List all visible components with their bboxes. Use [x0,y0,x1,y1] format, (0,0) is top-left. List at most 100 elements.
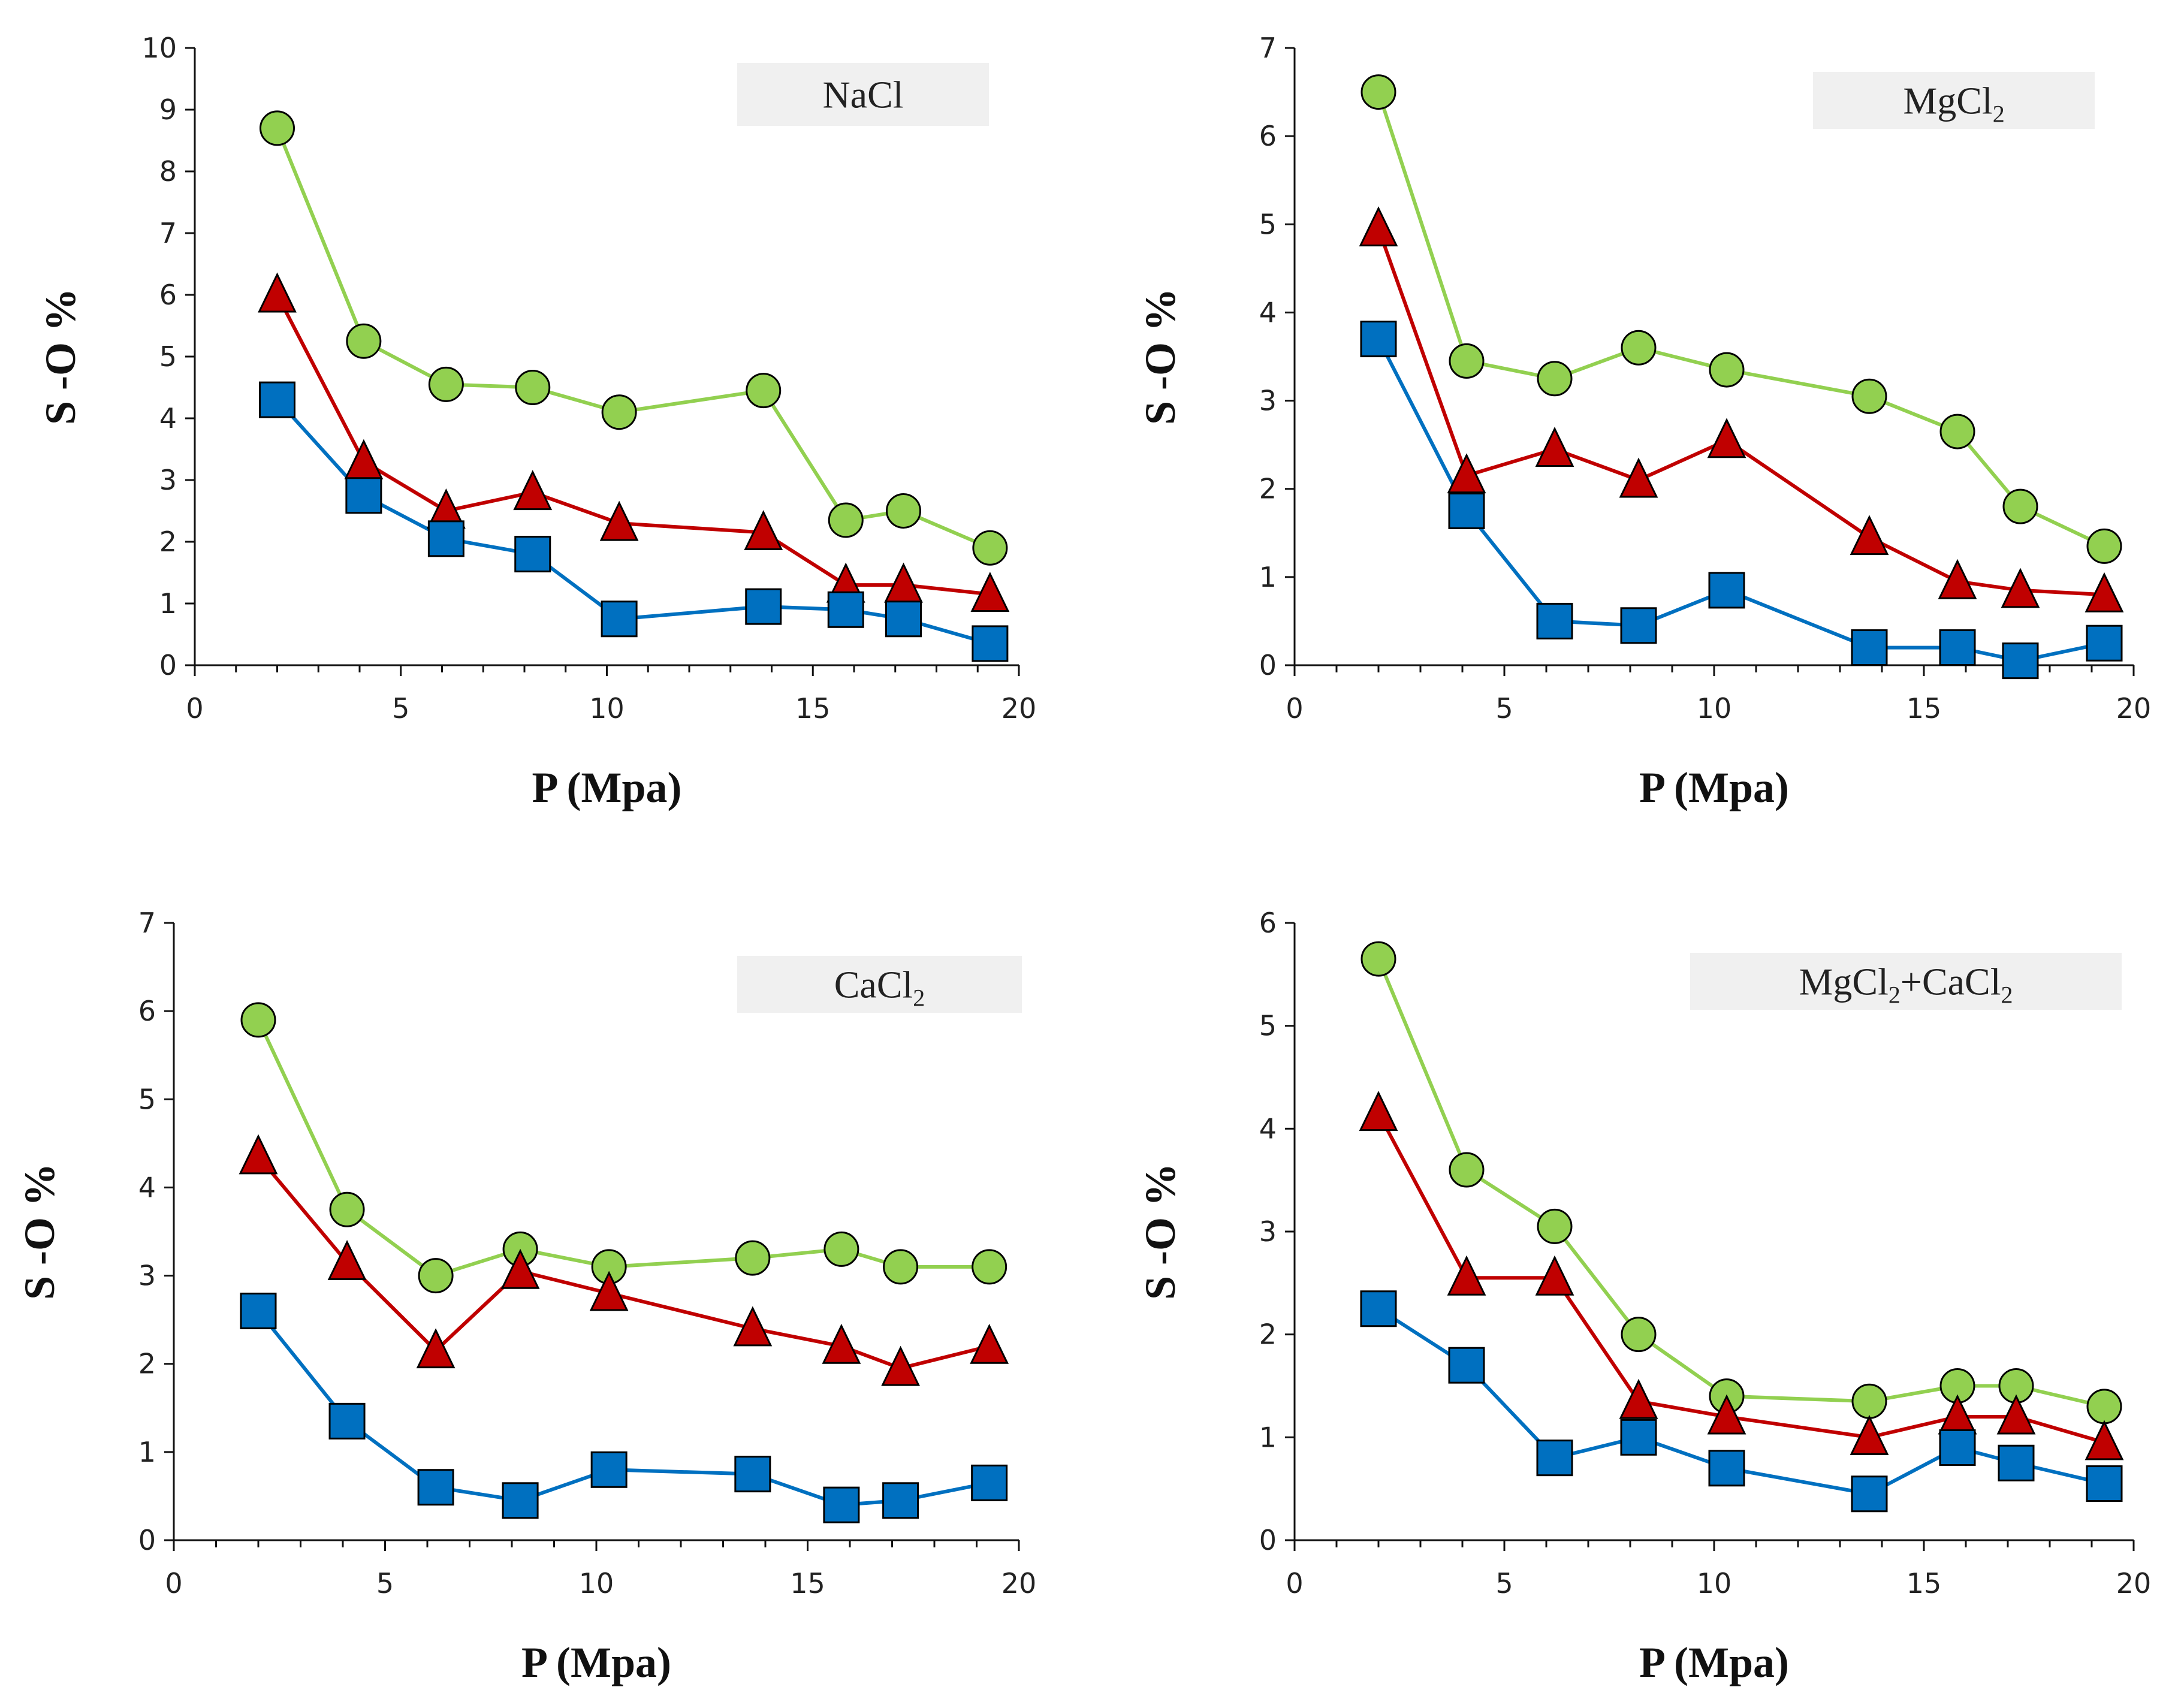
data-point-square [1536,1440,1573,1477]
data-point-triangle [500,1248,540,1289]
data-point-triangle [1535,427,1574,467]
data-point-circle [972,530,1008,566]
data-point-triangle [1619,457,1658,498]
x-tick-label: 20 [2116,1567,2152,1600]
data-point-triangle [881,1345,920,1386]
data-point-square [823,1486,860,1523]
data-point-circle [2086,528,2122,564]
y-tick-label: 2 [1259,473,1277,505]
data-point-triangle [1535,1255,1574,1296]
data-point-triangle [1447,453,1486,494]
x-axis-title: P (Mpa) [1639,764,1789,811]
x-tick-label: 15 [1906,692,1942,725]
x-tick-label: 15 [1906,1567,1942,1600]
data-point-circle [240,1002,276,1038]
x-tick-label: 5 [376,1567,394,1600]
chart-panel-1: 0 1 2 3 4 5 6 7 8 9 10 0 5 10 15 20 P (Mpa) S -O % NaCl [37,32,1036,811]
data-point-triangle [1996,1394,2036,1435]
data-point-circle [1851,1383,1887,1419]
y-tick-label: 0 [1259,1524,1277,1556]
data-point-circle [260,110,295,146]
data-point-circle [1851,378,1887,414]
data-point-circle [1360,74,1396,110]
data-point-square [1851,629,1888,666]
data-point-triangle [1850,515,1889,556]
x-tick-label: 10 [589,692,625,725]
series-line-triangles [275,294,991,596]
data-point-square [240,1292,277,1329]
data-point-square [1360,321,1397,358]
data-point-circle [1939,414,1975,449]
x-tick-label: 15 [795,692,831,725]
y-tick-label: 4 [138,1171,156,1203]
data-point-square [885,600,922,638]
y-tick-label: 5 [1259,1010,1277,1042]
y-axis-title: S -O % [1136,1163,1184,1300]
data-point-circle [883,1249,919,1285]
y-tick-label: 2 [159,526,177,558]
data-point-circle [1537,361,1573,397]
data-point-square [1536,602,1573,639]
legend-label: MgCl2 [1903,80,2004,128]
data-point-circle [1709,352,1745,388]
data-point-square [502,1482,539,1519]
data-point-square [514,536,551,573]
data-point-square [601,600,638,638]
y-axis-title: S -O % [16,1163,64,1300]
data-point-circle [601,394,637,430]
data-point-circle [2086,1389,2122,1425]
x-tick-label: 10 [579,1567,614,1600]
data-point-triangle [733,1306,773,1347]
data-point-circle [1621,1317,1657,1353]
legend-label-base: MgCl [1799,961,1888,1003]
data-point-square [745,588,782,625]
data-point-triangle [2001,568,2040,608]
y-tick-label: 6 [1259,120,1277,152]
data-point-circle [828,502,864,538]
data-point-triangle [1707,1394,1746,1435]
data-point-square [1620,607,1657,644]
y-tick-label: 1 [1259,561,1277,593]
x-tick-label: 0 [1286,692,1303,725]
y-tick-label: 5 [138,1083,156,1115]
data-point-circle [1360,941,1396,977]
legend-box [1690,953,2122,1010]
data-point-triangle [1619,1378,1658,1419]
data-point-square [734,1456,771,1493]
data-point-square [345,477,382,514]
data-point-triangle [1938,559,1977,599]
data-point-square [417,1469,454,1506]
series-line-squares [1377,338,2105,663]
data-point-square [1448,493,1485,529]
data-point-circle [428,366,464,402]
x-tick-label: 20 [1001,1567,1037,1600]
data-point-circle [418,1258,454,1294]
series-line-circles [1377,91,2105,548]
data-point-square [1448,1347,1485,1384]
data-point-square [1360,1290,1397,1327]
legend-label-base: NaCl [822,74,903,116]
y-tick-label: 1 [159,587,177,620]
data-point-circle [1621,330,1657,366]
y-tick-label: 5 [1259,208,1277,240]
data-point-circle [746,373,782,409]
data-point-square [1708,1450,1745,1487]
data-point-square [1998,1444,2035,1481]
data-point-triangle [1359,206,1398,247]
data-point-circle [1449,1152,1485,1188]
y-tick-label: 3 [138,1260,156,1292]
series-line-circles [1377,958,2105,1408]
data-point-square [1708,572,1745,609]
data-point-triangle [258,272,297,313]
y-tick-label: 7 [1259,32,1277,64]
y-tick-label: 3 [159,464,177,496]
x-axis-title: P (Mpa) [1639,1638,1789,1686]
y-tick-label: 6 [1259,907,1277,939]
data-point-triangle [2084,1420,2124,1460]
y-tick-label: 0 [159,649,177,681]
series-line-triangles [1377,228,2105,597]
legend-label: MgCl2+CaCl2 [1799,961,2013,1009]
